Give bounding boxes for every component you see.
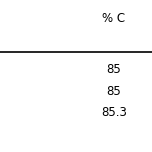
Text: % C: % C: [102, 12, 126, 26]
Text: 85: 85: [107, 85, 121, 98]
Text: 85.3: 85.3: [101, 106, 127, 119]
Text: 85: 85: [107, 63, 121, 76]
